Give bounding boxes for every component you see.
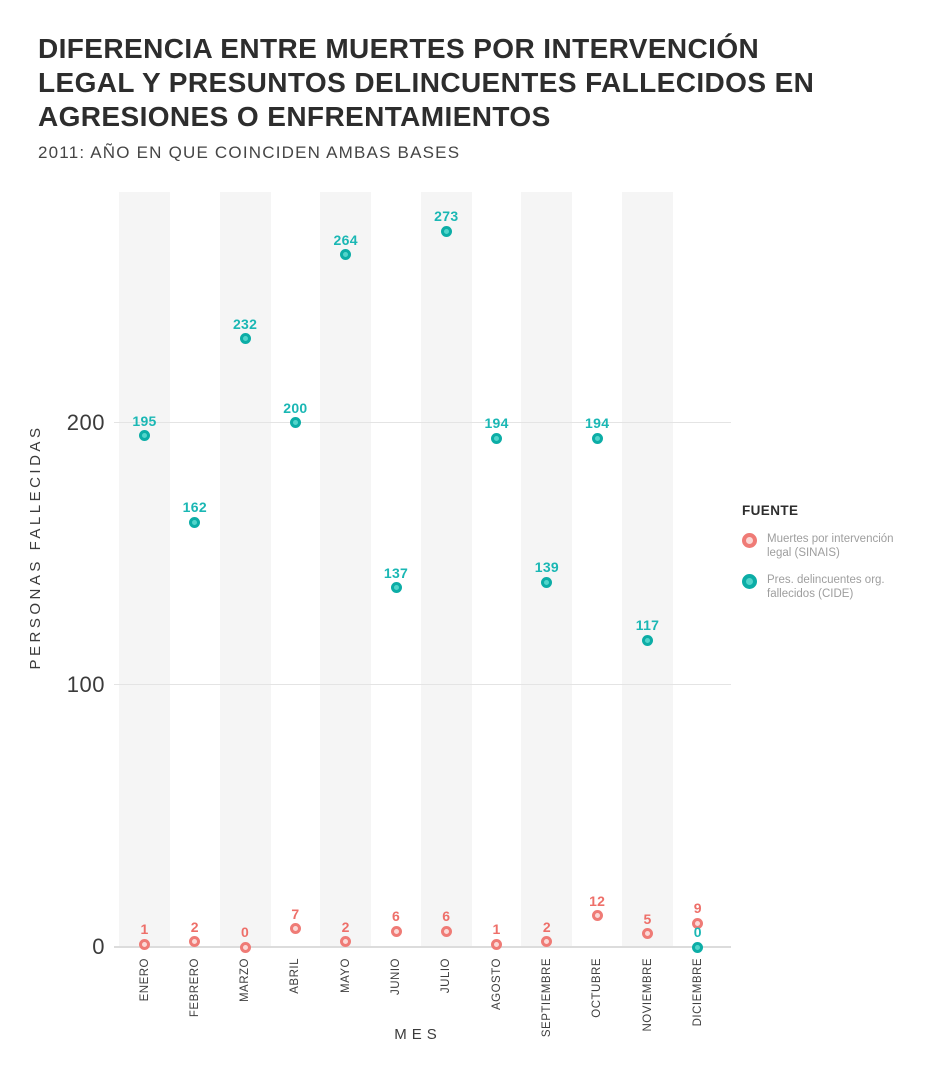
data-point-cide: [289, 417, 301, 428]
x-tick-label: ENERO: [138, 958, 151, 1002]
data-point-label-cide: 273: [434, 208, 459, 225]
legend-item-label: Pres. delincuentes org. fallecidos (CIDE…: [767, 574, 885, 600]
data-point-sinais: [692, 917, 704, 929]
y-tick-label: 0: [92, 934, 105, 959]
background-stripe: [521, 192, 573, 947]
data-point-label-cide: 200: [283, 399, 308, 416]
data-point-cide: [440, 225, 452, 237]
x-tick-label: MARZO: [239, 958, 252, 1003]
data-point-label-cide: 162: [182, 499, 207, 516]
legend-item-label: Muertes por intervención legal (SINAIS): [767, 533, 894, 559]
background-stripe: [119, 192, 170, 947]
page: DIFERENCIA ENTRE MUERTES POR INTERVENCIÓ…: [27, 33, 917, 1043]
data-point-label-sinais: 2: [190, 918, 199, 935]
data-point-label-sinais: 9: [693, 900, 702, 917]
data-point-label-sinais: 0: [241, 924, 250, 940]
data-point-cide: [541, 576, 553, 588]
chart-plot-area: PERSONAS FALLECIDAS MES 0 100 200 ENERO FEBR…: [27, 192, 731, 1043]
data-point-label-sinais: 6: [391, 908, 401, 925]
x-tick-label: NOVIEMBRE: [641, 958, 654, 1032]
y-tick-label: 100: [66, 671, 105, 697]
data-point-label-sinais: 12: [589, 892, 606, 909]
data-point-label-cide: 139: [534, 559, 560, 576]
data-point-sinais: [340, 936, 352, 948]
data-point-sinais: [642, 928, 653, 940]
data-point-label-cide: 232: [232, 315, 258, 332]
x-axis-title: MES: [394, 1026, 442, 1043]
background-stripe: [420, 192, 472, 947]
data-point-sinais: [491, 938, 503, 950]
background-stripe: [622, 192, 673, 947]
data-point-sinais: [390, 925, 402, 937]
data-point-cide: [591, 432, 603, 444]
legend: FUENTE Muertes por intervención legal (S…: [742, 503, 917, 614]
data-point-cide: [491, 432, 503, 444]
data-point-sinais: [541, 936, 553, 948]
x-tick-label: AGOSTO: [490, 958, 503, 1010]
data-point-label-cide: 117: [635, 617, 660, 634]
data-point-cide: [189, 516, 201, 528]
data-point-label-sinais: 2: [542, 918, 551, 935]
x-tick-label: ABRIL: [289, 958, 302, 994]
data-point-sinais: [139, 938, 150, 950]
data-point-cide: [139, 430, 150, 442]
data-point-cide: [642, 634, 653, 646]
data-point-sinais: [591, 910, 603, 922]
background-stripe: [219, 192, 271, 947]
data-point-sinais: [289, 923, 301, 935]
legend-title: FUENTE: [742, 503, 799, 518]
data-point-label-cide: 195: [132, 412, 157, 429]
legend-item-sinais: Muertes por intervención legal (SINAIS): [742, 532, 917, 560]
data-point-cide: [340, 249, 352, 261]
background-stripe: [320, 192, 372, 947]
data-point-label-cide: 137: [383, 564, 409, 581]
data-point-label-cide: 264: [333, 231, 358, 248]
data-point-cide: [239, 333, 251, 345]
sinais-marker-icon: [742, 533, 757, 548]
data-point-label-sinais: 7: [291, 905, 300, 922]
x-axis-line: [114, 946, 731, 948]
data-point-label-cide: 194: [585, 415, 610, 432]
data-point-label-sinais: 2: [341, 918, 350, 935]
y-tick-label: 200: [66, 409, 105, 435]
data-point-sinais: [189, 936, 201, 948]
x-tick-label: FEBRERO: [188, 958, 201, 1018]
chart-subtitle: 2011: AÑO EN QUE COINCIDEN AMBAS BASES: [38, 143, 461, 162]
data-point-label-sinais: 5: [643, 910, 652, 927]
data-point-label-sinais: 1: [492, 921, 501, 938]
data-point-label-cide: 194: [484, 415, 509, 432]
gridline: [114, 684, 731, 686]
legend-item-cide: Pres. delincuentes org. fallecidos (CIDE…: [742, 573, 917, 601]
data-point-cide: [692, 941, 704, 953]
x-tick-label: JUNIO: [390, 958, 402, 995]
data-point-label-sinais: 6: [442, 908, 451, 925]
chart-title: DIFERENCIA ENTRE MUERTES POR INTERVENCIÓ…: [38, 33, 815, 132]
cide-marker-icon: [742, 574, 757, 589]
y-axis-title: PERSONAS FALLECIDAS: [27, 424, 44, 670]
data-point-sinais: [440, 925, 452, 937]
gridline: [114, 422, 731, 423]
data-point-label-sinais: 1: [140, 921, 149, 938]
x-tick-label: OCTUBRE: [591, 958, 604, 1018]
data-point-cide: [390, 582, 402, 594]
x-tick-label: JULIO: [440, 958, 453, 994]
x-tick-label: DICIEMBRE: [691, 958, 704, 1027]
x-tick-label: MAYO: [339, 958, 352, 994]
data-point-label-cide: 0: [693, 924, 702, 940]
data-point-sinais: [239, 941, 251, 953]
x-tick-label: SEPTIEMBRE: [540, 958, 553, 1038]
